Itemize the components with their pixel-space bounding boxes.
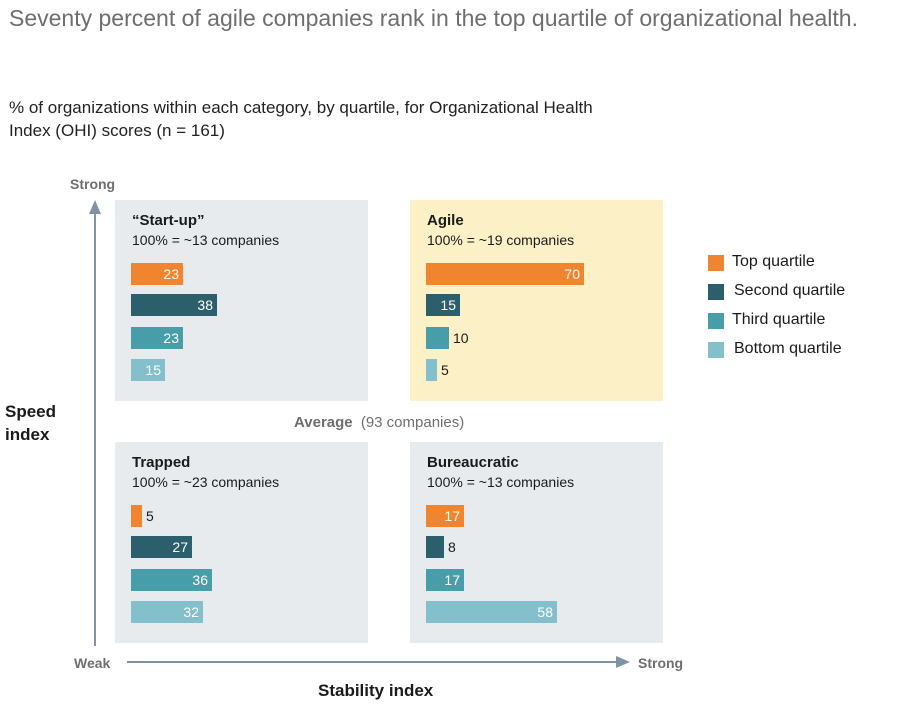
bar-value-label: 15 bbox=[145, 362, 161, 378]
bar-top bbox=[131, 505, 142, 527]
quadrant-trapped: Trapped 100% = ~23 companies 5 27 36 32 bbox=[115, 442, 368, 643]
bar-value-label: 10 bbox=[453, 330, 469, 346]
y-axis-strong-label: Strong bbox=[70, 176, 116, 192]
quadrant-name: Trapped bbox=[132, 454, 191, 471]
bar-value-label: 36 bbox=[192, 572, 208, 588]
bar-bottom bbox=[131, 601, 203, 623]
bar-bottom bbox=[131, 359, 165, 381]
bar-value-label: 5 bbox=[441, 362, 449, 378]
bar-third bbox=[426, 569, 464, 591]
quadrant-count: 100% = ~13 companies bbox=[132, 232, 280, 248]
bar-third bbox=[426, 327, 449, 349]
bar-second bbox=[426, 536, 444, 558]
y-axis-arrowhead bbox=[89, 200, 101, 214]
bar-top bbox=[426, 263, 584, 285]
legend-label: Top quartile bbox=[732, 253, 815, 270]
quadrant-name: Agile bbox=[427, 212, 464, 229]
chart-subtitle: % of organizations within each category,… bbox=[9, 98, 593, 140]
bar-value-label: 17 bbox=[444, 508, 460, 524]
bar-value-label: 5 bbox=[146, 508, 154, 524]
bar-bottom bbox=[426, 359, 437, 381]
bar-value-label: 70 bbox=[564, 266, 580, 282]
bar-value-label: 23 bbox=[163, 330, 179, 346]
quadrant-name: “Start-up” bbox=[132, 212, 205, 229]
bar-second bbox=[131, 536, 192, 558]
legend-label: Bottom quartile bbox=[734, 340, 842, 357]
bar-second bbox=[131, 294, 217, 316]
quadrant-agile: Agile 100% = ~19 companies 70 15 10 5 bbox=[410, 200, 663, 401]
average-label-text: Average bbox=[294, 414, 353, 431]
legend-swatch-bottom bbox=[708, 342, 724, 358]
legend-swatch-top bbox=[708, 255, 724, 271]
average-label: Average (93 companies) bbox=[294, 414, 464, 431]
x-axis-weak-label: Weak bbox=[74, 655, 111, 671]
y-axis-title: Speed index bbox=[5, 402, 57, 444]
x-axis-arrowhead bbox=[616, 656, 630, 668]
x-axis-strong-label: Strong bbox=[638, 655, 684, 671]
average-label-note: (93 companies) bbox=[360, 414, 465, 431]
legend-label: Third quartile bbox=[732, 311, 826, 328]
bar-third bbox=[131, 327, 183, 349]
legend-label: Second quartile bbox=[734, 282, 846, 299]
bar-second bbox=[426, 294, 460, 316]
quadrant-start-up: “Start-up” 100% = ~13 companies 23 38 23 15 bbox=[115, 200, 368, 401]
quadrant-count: 100% = ~19 companies bbox=[427, 232, 575, 248]
legend-swatch-second bbox=[708, 284, 724, 300]
bar-value-label: 23 bbox=[163, 266, 179, 282]
bar-value-label: 8 bbox=[448, 539, 456, 555]
bar-value-label: 17 bbox=[444, 572, 460, 588]
bar-top bbox=[426, 505, 464, 527]
bar-value-label: 32 bbox=[183, 604, 199, 620]
quadrant-bureaucratic: Bureaucratic 100% = ~13 companies 17 8 17 5… bbox=[410, 442, 663, 643]
bar-value-label: 27 bbox=[172, 539, 188, 555]
bar-third bbox=[131, 569, 212, 591]
bar-bottom bbox=[426, 601, 557, 623]
quadrant-name: Bureaucratic bbox=[427, 454, 519, 471]
bar-value-label: 38 bbox=[197, 297, 213, 313]
quadrant-count: 100% = ~13 companies bbox=[427, 474, 575, 490]
x-axis-title: Stability index bbox=[318, 681, 434, 700]
bar-value-label: 58 bbox=[537, 604, 553, 620]
bar-top bbox=[131, 263, 183, 285]
chart-title: Seventy percent of agile companies rank … bbox=[9, 5, 858, 31]
bar-value-label: 15 bbox=[440, 297, 456, 313]
quadrant-count: 100% = ~23 companies bbox=[132, 474, 280, 490]
legend-swatch-third bbox=[708, 313, 724, 329]
